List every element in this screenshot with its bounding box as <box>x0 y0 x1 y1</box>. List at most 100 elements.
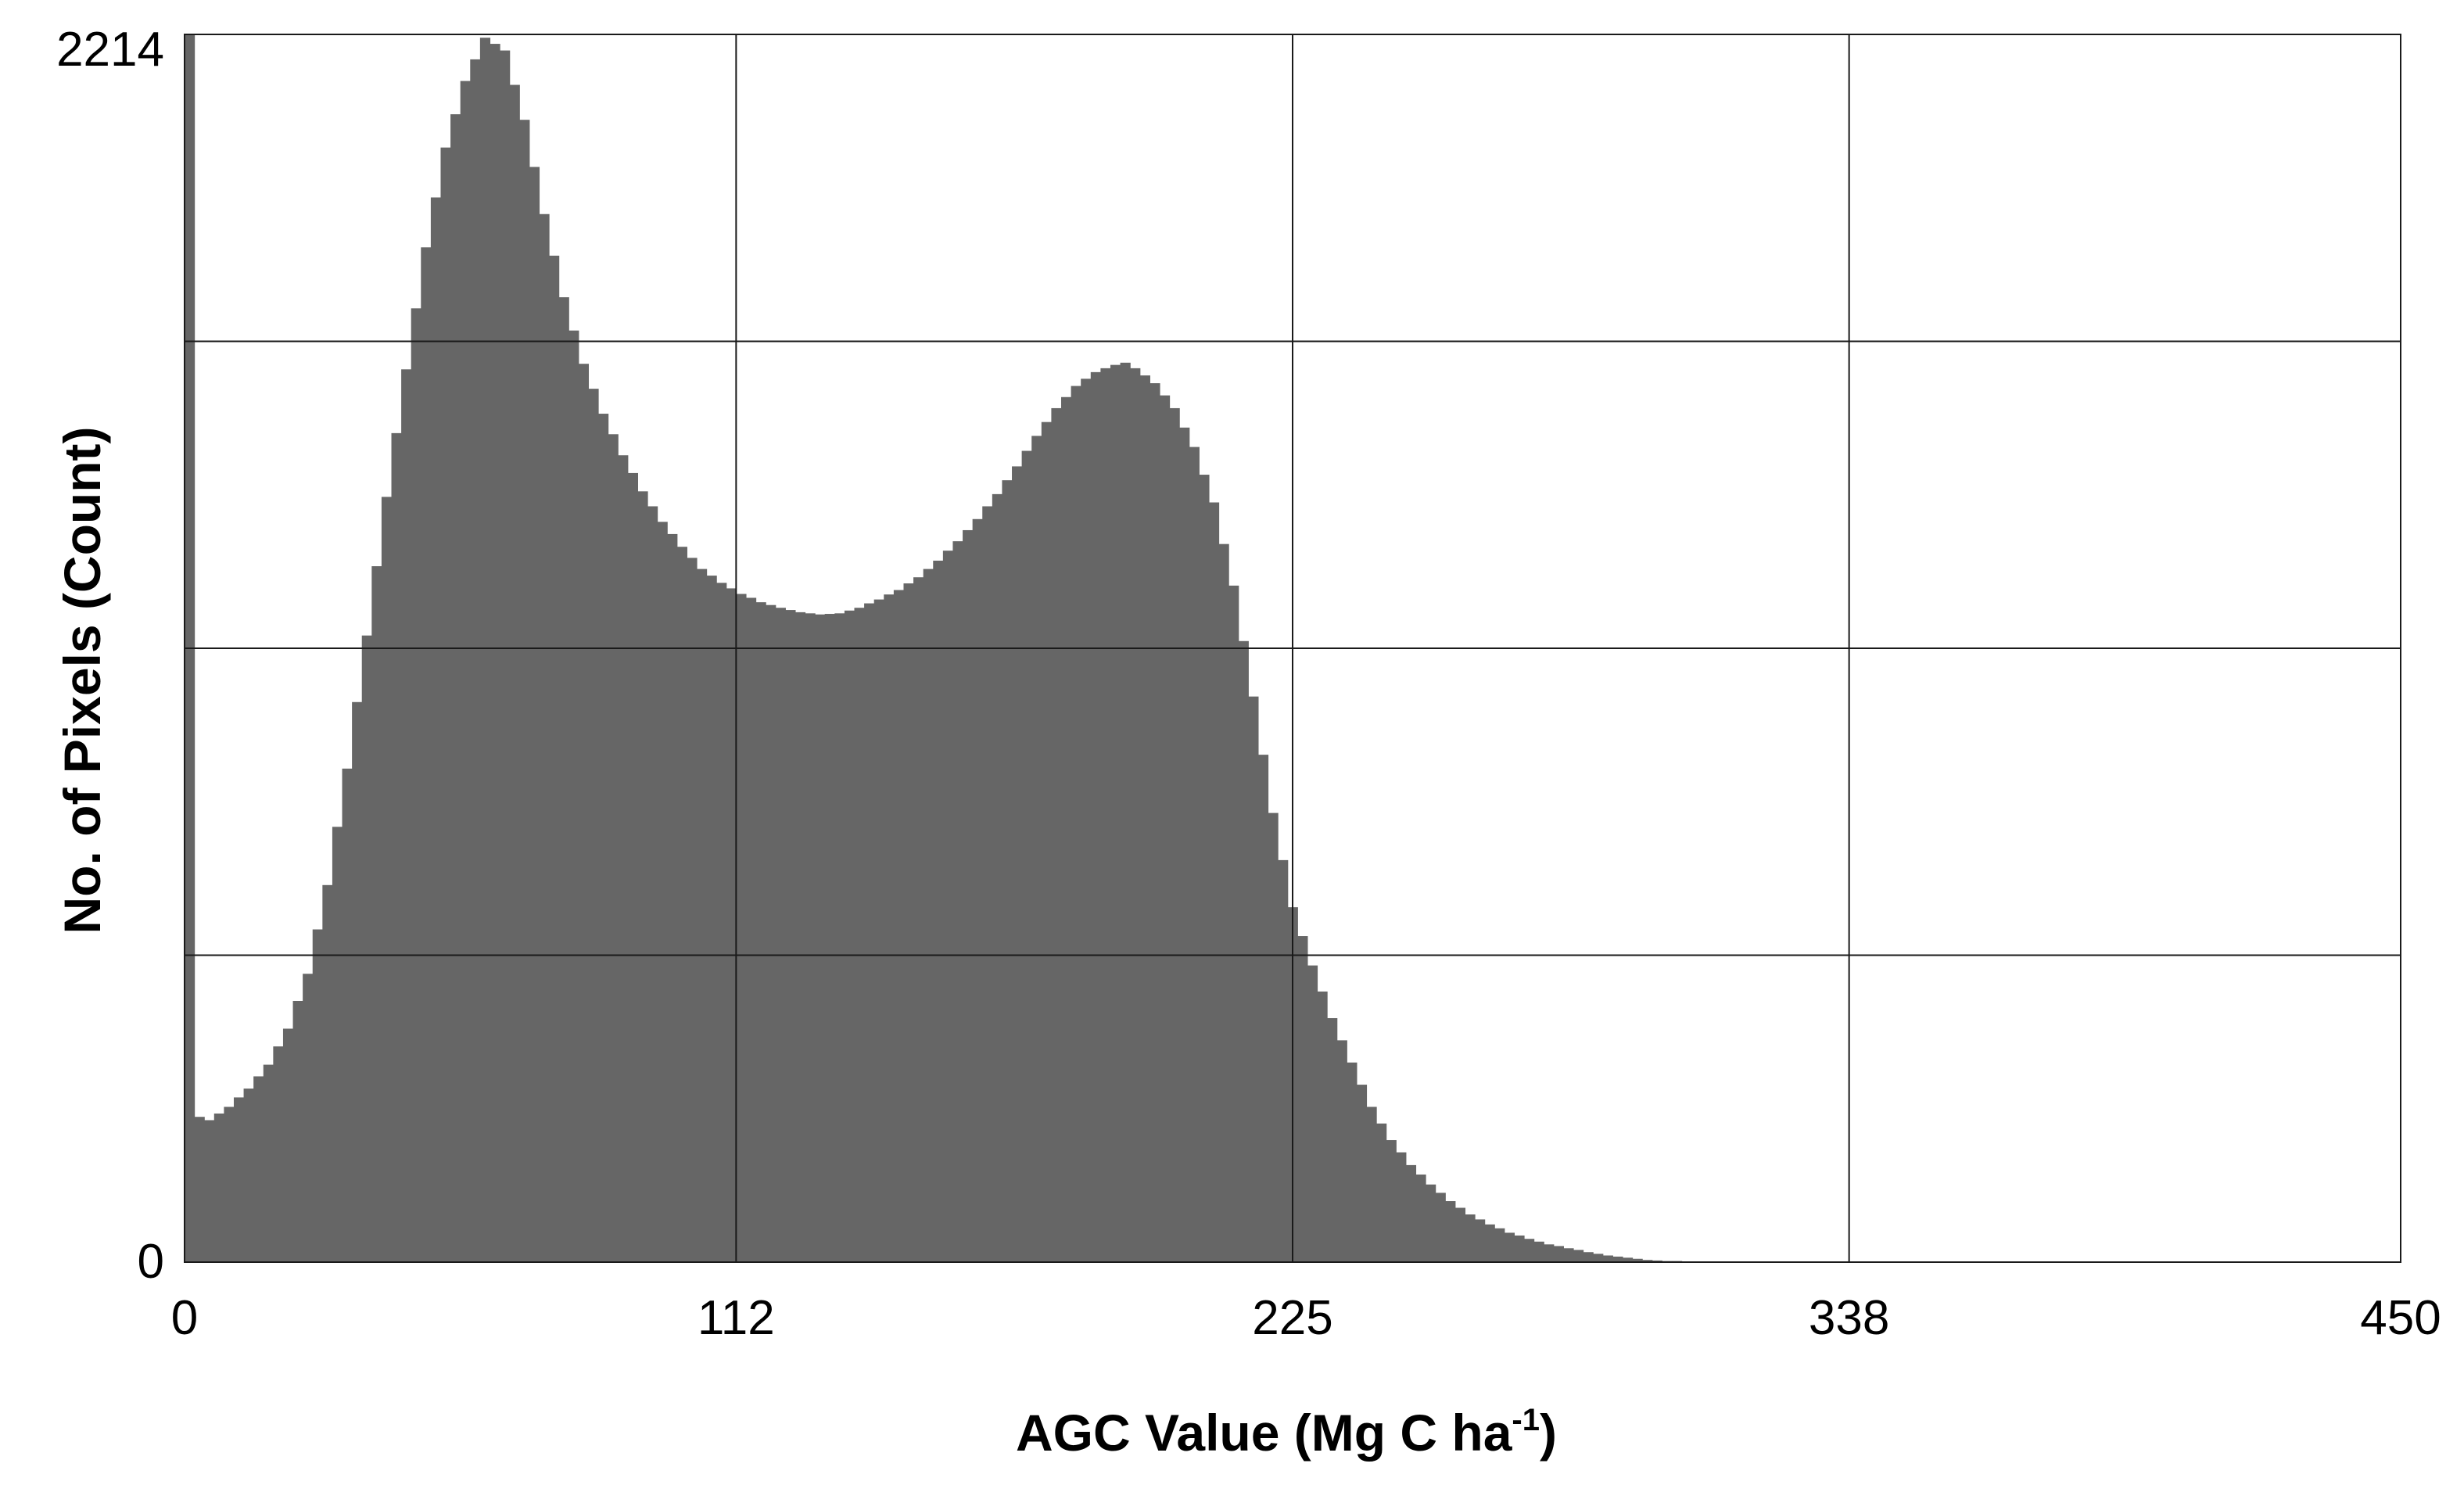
histogram-bar <box>1130 368 1141 1262</box>
histogram-bar <box>1189 447 1200 1262</box>
histogram-bar <box>1465 1214 1476 1262</box>
histogram-bar <box>1327 1017 1338 1262</box>
histogram-bar <box>460 81 471 1263</box>
histogram-bar <box>1622 1257 1634 1262</box>
histogram-bar <box>1386 1139 1397 1262</box>
histogram-bar <box>1396 1152 1407 1262</box>
histogram-bar <box>1307 965 1318 1262</box>
histogram-bar <box>1179 427 1190 1262</box>
x-axis-title-suffix: ) <box>1540 1404 1557 1462</box>
histogram-bar <box>1435 1193 1446 1262</box>
histogram-bar <box>1484 1224 1495 1262</box>
y-axis-title: No. of Pixels (Count) <box>53 427 111 934</box>
histogram-bar <box>1475 1219 1486 1262</box>
histogram-bar <box>263 1064 274 1262</box>
histogram-bar <box>1228 585 1239 1262</box>
histogram-bar <box>933 560 944 1262</box>
x-tick-label: 450 <box>2360 1291 2441 1345</box>
histogram-bar <box>1268 812 1279 1262</box>
histogram-bar <box>667 533 678 1262</box>
histogram-bar <box>1356 1085 1368 1262</box>
histogram-bar <box>873 599 884 1262</box>
histogram-bar <box>1208 502 1220 1262</box>
histogram-bar <box>982 506 993 1262</box>
histogram-bar <box>1426 1184 1436 1262</box>
histogram-bar <box>942 551 954 1262</box>
histogram-bar <box>745 597 757 1262</box>
histogram-bar <box>824 614 835 1262</box>
histogram-bar <box>963 529 974 1262</box>
histogram-bar <box>805 613 816 1262</box>
histogram-bar <box>558 297 569 1262</box>
histogram-bar <box>1297 936 1308 1262</box>
histogram-bar <box>716 583 727 1262</box>
histogram-bar <box>952 541 963 1262</box>
histogram-bar <box>1445 1201 1456 1262</box>
histogram-bar <box>844 610 855 1262</box>
histogram-bar <box>1652 1260 1662 1262</box>
histogram-bar <box>598 414 609 1262</box>
histogram-bar <box>726 588 737 1262</box>
histogram-bar <box>1159 395 1171 1262</box>
histogram-bar <box>549 255 560 1263</box>
histogram-bar <box>1081 378 1092 1262</box>
histogram-bar <box>637 491 648 1262</box>
histogram-bar <box>696 569 708 1262</box>
y-tick-label: 2214 <box>56 23 164 77</box>
tick-labels: 0 112 225 338 450 0 2214 <box>56 23 2441 1345</box>
histogram-bar <box>1415 1174 1426 1262</box>
histogram-bar <box>1090 371 1101 1262</box>
histogram-bar <box>1248 696 1259 1262</box>
histogram-bar <box>391 432 402 1262</box>
histogram-bar <box>1199 475 1210 1262</box>
x-tick-label: 338 <box>1809 1291 1889 1345</box>
histogram-bar <box>657 522 668 1262</box>
histogram-bar <box>430 197 442 1263</box>
histogram-bar <box>972 518 983 1262</box>
histogram-bar <box>1632 1258 1643 1262</box>
histogram-bar <box>1061 396 1072 1262</box>
plot-frame <box>184 34 2401 1263</box>
histogram-bar <box>903 583 914 1262</box>
histogram-bar <box>440 147 451 1262</box>
x-tick-label: 225 <box>1252 1291 1332 1345</box>
histogram-bar <box>204 1120 215 1262</box>
histogram-bar <box>352 701 363 1262</box>
histogram-bar <box>1573 1250 1584 1262</box>
histogram-bar <box>1169 407 1180 1263</box>
histogram-bar <box>1544 1244 1555 1262</box>
histogram-bar <box>864 603 875 1262</box>
histogram-bar <box>676 547 687 1262</box>
histogram-bar <box>913 577 924 1262</box>
histogram-bar <box>1150 383 1160 1262</box>
histogram-bar <box>1041 421 1053 1263</box>
histogram-bar <box>1051 407 1062 1263</box>
histogram-bar <box>992 493 1003 1262</box>
histogram-bar <box>361 635 372 1262</box>
histogram-bar <box>1347 1062 1358 1262</box>
histogram-bar <box>608 434 619 1262</box>
histogram-bar <box>568 330 579 1262</box>
histogram-bar <box>243 1089 254 1262</box>
histogram-bar <box>371 566 382 1262</box>
histogram-bar <box>233 1097 245 1262</box>
histogram-bar <box>706 576 717 1262</box>
histogram-bar <box>1454 1207 1466 1262</box>
histogram-bar <box>303 974 314 1262</box>
histogram-bar <box>194 1117 205 1262</box>
histogram-bar <box>332 827 343 1262</box>
histogram-bar <box>1504 1232 1515 1262</box>
histogram-bar <box>273 1046 284 1262</box>
histogram-bar <box>1218 543 1229 1262</box>
histogram-bar <box>1100 368 1111 1262</box>
histogram-bar <box>1553 1246 1564 1262</box>
histogram-bar <box>224 1107 235 1262</box>
histogram-bar <box>312 929 323 1262</box>
histogram-bar <box>322 884 333 1262</box>
histogram-bar <box>588 389 599 1262</box>
histogram-bar <box>1012 466 1023 1262</box>
histogram-bar <box>450 114 461 1263</box>
histogram-bar <box>253 1076 264 1262</box>
histogram-bar <box>775 608 786 1262</box>
histogram-bar <box>1642 1260 1653 1262</box>
